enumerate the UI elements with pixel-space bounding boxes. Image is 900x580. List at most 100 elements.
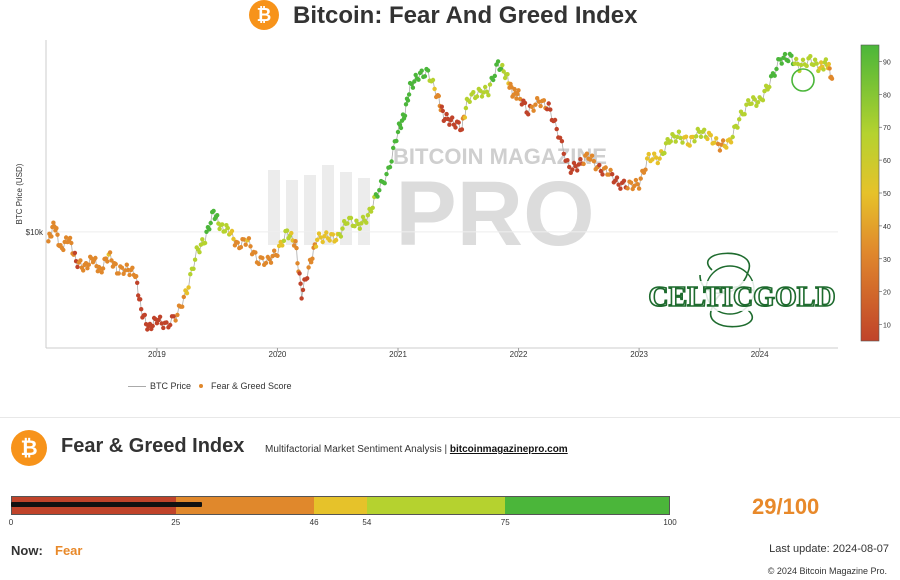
y-axis: $10k bbox=[26, 228, 838, 237]
fear-greed-point bbox=[142, 312, 147, 318]
gauge-segment bbox=[176, 497, 315, 514]
fear-greed-point bbox=[229, 228, 235, 234]
fear-greed-point bbox=[474, 94, 480, 99]
fear-greed-point bbox=[357, 226, 362, 231]
watermark-line2: PRO bbox=[395, 163, 594, 265]
x-tick-label: 2021 bbox=[389, 350, 407, 359]
fear-greed-point bbox=[548, 107, 553, 112]
fear-greed-point bbox=[676, 129, 682, 134]
fear-greed-point bbox=[561, 151, 566, 156]
fear-greed-point bbox=[749, 101, 754, 106]
gauge-subtitle: Multifactorial Market Sentiment Analysis… bbox=[265, 444, 568, 455]
fear-greed-point bbox=[430, 77, 436, 83]
fear-greed-point bbox=[633, 177, 639, 183]
fear-greed-point bbox=[610, 172, 615, 177]
fear-greed-point bbox=[650, 157, 655, 162]
fear-greed-point bbox=[581, 161, 586, 167]
fear-greed-point bbox=[652, 151, 657, 156]
fear-greed-point bbox=[720, 138, 726, 143]
fear-greed-point bbox=[215, 213, 220, 218]
fear-greed-point bbox=[188, 272, 193, 277]
colorbar-tick-label: 60 bbox=[883, 158, 891, 165]
fear-greed-point bbox=[570, 167, 575, 172]
fear-greed-point bbox=[354, 218, 359, 223]
fear-greed-point bbox=[398, 125, 404, 131]
fear-greed-point bbox=[584, 151, 590, 156]
fear-greed-point bbox=[222, 229, 228, 234]
fear-greed-point bbox=[498, 66, 504, 72]
fear-greed-point bbox=[774, 66, 779, 72]
gauge-value-indicator bbox=[11, 502, 203, 507]
fear-greed-point bbox=[186, 285, 191, 290]
fear-greed-point bbox=[552, 117, 558, 123]
site-link[interactable]: bitcoinmagazinepro.com bbox=[449, 444, 568, 455]
colorbar-tick-label: 90 bbox=[883, 59, 891, 66]
fear-greed-point bbox=[294, 245, 299, 251]
fear-greed-point bbox=[134, 274, 139, 279]
fear-greed-point bbox=[754, 103, 759, 109]
fear-greed-point bbox=[781, 55, 786, 60]
fear-greed-point bbox=[657, 156, 662, 161]
gauge-tick-label: 25 bbox=[171, 518, 181, 527]
fear-greed-point bbox=[603, 165, 608, 170]
fear-greed-point bbox=[453, 125, 458, 130]
fear-greed-point bbox=[436, 93, 441, 99]
gauge-tick-label: 46 bbox=[309, 518, 319, 527]
fear-greed-point bbox=[243, 242, 248, 247]
fear-greed-point bbox=[136, 293, 141, 298]
fear-greed-point bbox=[578, 157, 583, 162]
fear-greed-point bbox=[51, 220, 56, 225]
fear-greed-point bbox=[61, 247, 66, 253]
legend-label: BTC Price bbox=[150, 381, 192, 391]
fear-greed-point bbox=[752, 97, 757, 102]
fear-greed-point bbox=[665, 137, 670, 142]
fear-greed-point bbox=[46, 239, 51, 244]
fear-greed-point bbox=[275, 253, 280, 258]
fear-greed-point bbox=[717, 148, 723, 153]
fear-greed-point bbox=[565, 158, 570, 163]
legend-dot-icon bbox=[199, 384, 203, 388]
gauge-segment bbox=[366, 497, 505, 514]
fear-greed-point bbox=[516, 88, 521, 93]
fear-greed-point bbox=[63, 235, 69, 240]
fear-greed-point bbox=[538, 103, 543, 109]
fear-greed-point bbox=[694, 134, 699, 139]
fear-greed-point bbox=[462, 115, 468, 120]
now-label: Now: bbox=[11, 543, 43, 558]
fear-greed-point bbox=[289, 230, 294, 236]
fear-greed-point bbox=[127, 272, 132, 278]
fear-greed-point bbox=[130, 265, 135, 270]
fear-greed-point bbox=[191, 266, 196, 271]
fear-greed-point bbox=[715, 141, 721, 147]
page-title: Bitcoin: Fear And Greed Index bbox=[293, 2, 638, 29]
fear-greed-point bbox=[322, 234, 327, 239]
fear-greed-point bbox=[359, 221, 364, 226]
colorbar-tick-label: 50 bbox=[883, 191, 891, 198]
fear-greed-point bbox=[300, 287, 306, 293]
fear-greed-point bbox=[238, 245, 244, 250]
fear-greed-point bbox=[200, 237, 205, 242]
fear-greed-point bbox=[779, 61, 784, 66]
fear-greed-point bbox=[217, 226, 222, 232]
fear-greed-point bbox=[135, 280, 140, 285]
fear-greed-point bbox=[268, 260, 274, 265]
fear-greed-point bbox=[492, 73, 497, 79]
score-value: 29/100 bbox=[752, 494, 820, 519]
fear-greed-point bbox=[85, 266, 90, 271]
fear-greed-point bbox=[533, 102, 538, 107]
fear-greed-point bbox=[256, 261, 261, 267]
legend-fear-greed[interactable]: Fear & Greed Score bbox=[199, 381, 292, 391]
fear-greed-point bbox=[422, 74, 428, 79]
fear-greed-point bbox=[479, 94, 485, 99]
fear-greed-point bbox=[559, 139, 565, 144]
colorbar-tick-label: 70 bbox=[883, 125, 891, 132]
fear-greed-point bbox=[272, 248, 277, 253]
x-tick-label: 2022 bbox=[510, 350, 528, 359]
fear-greed-point bbox=[67, 235, 73, 241]
fear-greed-point bbox=[675, 134, 680, 140]
fear-greed-point bbox=[55, 232, 60, 237]
copyright: © 2024 Bitcoin Magazine Pro. bbox=[767, 566, 887, 576]
fear-greed-point bbox=[522, 100, 528, 106]
fear-greed-point bbox=[391, 145, 396, 151]
legend-btc-price[interactable]: BTC Price bbox=[128, 381, 191, 391]
